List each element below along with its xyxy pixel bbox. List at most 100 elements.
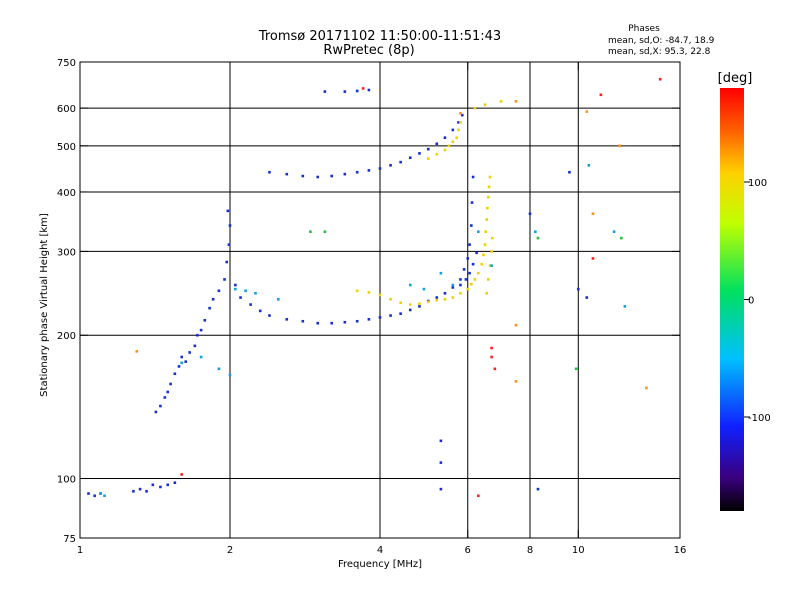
data-point <box>145 490 148 493</box>
data-point <box>471 175 475 179</box>
data-point <box>389 164 392 167</box>
data-point <box>534 230 537 234</box>
data-point <box>568 170 571 174</box>
data-point <box>173 372 177 376</box>
data-point <box>217 289 221 293</box>
colorbar-tick-label: -100 <box>748 413 771 424</box>
data-point <box>485 291 489 295</box>
data-point <box>484 230 488 234</box>
data-point <box>193 344 197 348</box>
data-point <box>180 473 184 476</box>
data-point <box>211 297 215 301</box>
data-point <box>234 287 237 291</box>
data-point <box>514 100 518 103</box>
data-point <box>239 296 242 299</box>
y-tick-label: 75 <box>63 534 76 545</box>
data-point <box>180 355 184 359</box>
data-point <box>618 144 621 148</box>
data-point <box>234 283 237 287</box>
colorbar-ticks: 100 0 -100 <box>744 178 771 424</box>
data-point <box>199 355 203 359</box>
data-point <box>477 494 480 498</box>
data-point <box>459 283 462 287</box>
data-point <box>435 142 439 146</box>
data-point <box>254 291 257 295</box>
data-point <box>103 494 106 498</box>
data-point <box>435 296 439 299</box>
x-tick-label: 4 <box>377 545 383 556</box>
data-point <box>493 367 497 371</box>
data-point <box>645 386 648 390</box>
data-point <box>468 243 471 246</box>
data-point <box>422 287 426 291</box>
data-point <box>378 293 382 297</box>
data-point <box>217 367 221 371</box>
data-point <box>459 121 462 124</box>
data-point <box>285 318 289 321</box>
data-point <box>536 487 540 491</box>
data-point <box>591 257 595 260</box>
data-point <box>443 136 447 140</box>
data-point <box>477 230 480 234</box>
data-point <box>316 321 320 325</box>
data-point <box>408 283 412 287</box>
data-point <box>485 218 489 221</box>
y-tick-label: 600 <box>57 104 76 115</box>
data-point <box>443 291 447 295</box>
data-point <box>490 236 494 240</box>
y-tick-label: 200 <box>57 331 76 342</box>
data-point <box>464 278 468 281</box>
data-point <box>159 404 162 408</box>
data-point <box>408 156 412 160</box>
data-point <box>443 148 447 152</box>
data-point <box>482 253 485 257</box>
data-point <box>249 303 252 306</box>
data-point <box>451 140 455 144</box>
data-point <box>490 346 493 350</box>
data-point <box>488 264 492 267</box>
data-point <box>159 485 162 489</box>
data-point <box>466 287 470 291</box>
data-point <box>460 113 464 117</box>
phases-o-stats: mean, sd,O: -84.7, 18.9 <box>608 36 715 46</box>
data-point <box>343 320 347 324</box>
data-point <box>343 90 347 93</box>
data-point <box>408 303 412 306</box>
data-point <box>169 382 172 386</box>
colorbar-unit: [deg] <box>718 71 753 86</box>
data-point <box>367 169 371 172</box>
data-point <box>343 172 347 176</box>
data-point <box>477 271 480 275</box>
data-point <box>439 271 443 275</box>
data-point <box>490 355 493 359</box>
data-point <box>451 286 455 289</box>
data-point <box>439 439 443 443</box>
data-point <box>439 487 443 491</box>
data-point <box>483 103 487 107</box>
data-point <box>591 212 595 216</box>
data-point <box>93 494 96 498</box>
x-tick-label: 1 <box>77 545 83 556</box>
data-point <box>466 257 470 260</box>
data-point <box>418 302 421 305</box>
data-point <box>426 157 430 160</box>
data-point <box>367 291 371 294</box>
data-point <box>151 483 155 487</box>
data-point <box>486 206 489 210</box>
data-point <box>166 390 170 394</box>
data-point <box>459 112 462 115</box>
data-point <box>399 301 402 305</box>
data-point <box>180 361 184 365</box>
data-point <box>258 309 262 313</box>
data-point <box>623 305 627 308</box>
data-point <box>378 316 382 319</box>
data-point <box>418 152 421 155</box>
data-point <box>227 243 231 246</box>
data-point <box>418 305 421 308</box>
data-point <box>599 93 603 97</box>
x-axis-label: Frequency [MHz] <box>338 559 422 570</box>
data-point <box>470 282 473 286</box>
data-point <box>355 89 359 93</box>
data-point <box>473 278 477 281</box>
data-point <box>528 212 532 216</box>
